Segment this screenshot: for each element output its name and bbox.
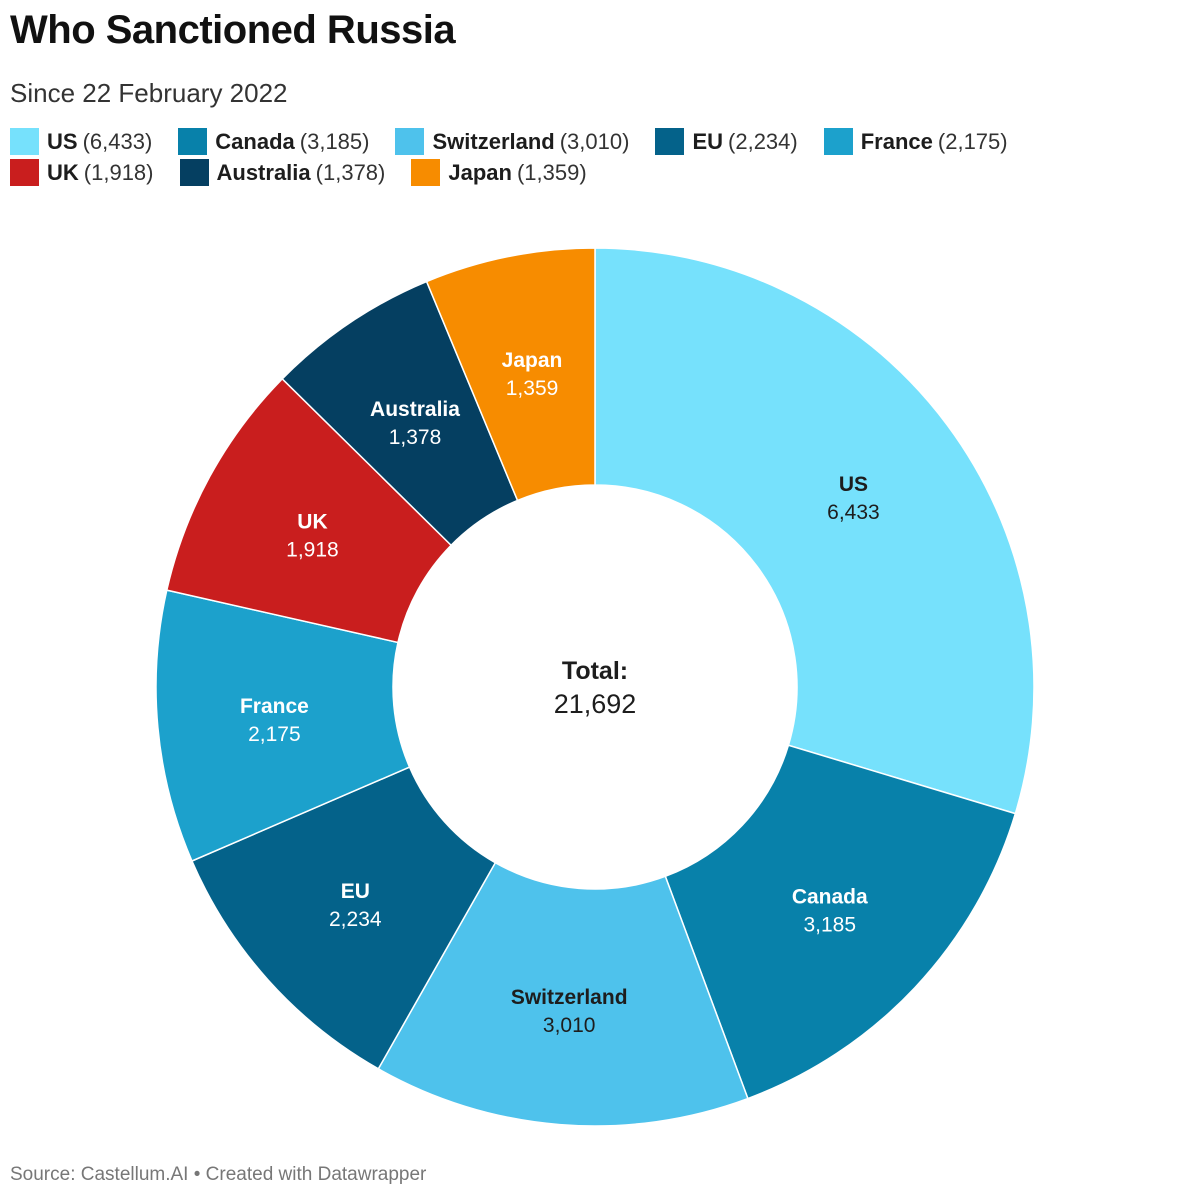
legend-swatch-eu (655, 128, 685, 155)
chart-title: Who Sanctioned Russia (10, 8, 456, 52)
legend-item-france: France (2,175) (823, 128, 1008, 155)
slice-labels: US 6,433 Canada 3,185 Switzerland 3,010 EU 2,23… (240, 349, 880, 1037)
legend-item-eu: EU (2,234) (655, 128, 798, 155)
legend-value: (1,378) (315, 159, 386, 185)
legend-value: (1,918) (83, 159, 154, 185)
legend-label: US (47, 128, 78, 154)
legend-label: Switzerland (432, 128, 555, 154)
slice-france (155, 589, 411, 862)
legend-swatch-uk (10, 159, 39, 186)
donut-slices (155, 247, 1035, 1127)
legend-value: (1,359) (516, 159, 587, 185)
legend-swatch-canada (178, 128, 208, 155)
slice-label-us: US (839, 473, 868, 496)
slice-eu (190, 766, 497, 1070)
legend-swatch-france (823, 128, 853, 155)
legend-swatch-australia (179, 159, 209, 186)
legend-label: Australia (216, 159, 311, 185)
slice-label-japan: Japan (502, 349, 563, 372)
slice-canada (664, 744, 1017, 1100)
legend-value: (6,433) (82, 128, 153, 154)
slice-value-uk: 1,918 (286, 539, 339, 562)
legend-value: (2,234) (728, 128, 798, 154)
source-note: Source: Castellum.AI • Created with Data… (10, 1164, 427, 1185)
legend-label: France (860, 128, 933, 154)
legend-item-japan: Japan (1,359) (411, 159, 587, 186)
slice-label-australia: Australia (370, 398, 460, 421)
legend-label: UK (47, 159, 79, 185)
donut-chart: US 6,433 Canada 3,185 Switzerland 3,010 EU 2,23… (155, 247, 1035, 1127)
slice-value-japan: 1,359 (506, 377, 559, 400)
slice-value-switzerland: 3,010 (543, 1014, 596, 1037)
slice-japan (425, 247, 596, 502)
legend-item-canada: Canada (3,185) (178, 128, 369, 155)
center-total-label: Total: (562, 657, 628, 685)
legend: US (6,433) Canada (3,185) Switzerland (3… (10, 126, 1180, 188)
slice-value-us: 6,433 (827, 501, 880, 524)
center-total-value: 21,692 (554, 689, 637, 719)
slice-label-eu: EU (341, 880, 370, 903)
slice-label-france: France (240, 695, 309, 718)
slice-label-canada: Canada (792, 885, 868, 908)
legend-label: Canada (215, 128, 295, 154)
legend-item-uk: UK (1,918) (10, 159, 154, 186)
legend-value: (2,175) (937, 128, 1008, 154)
legend-value: (3,010) (559, 128, 630, 154)
legend-row: US (6,433) Canada (3,185) Switzerland (3… (10, 126, 1180, 157)
legend-swatch-us (10, 128, 39, 155)
legend-item-australia: Australia (1,378) (179, 159, 386, 186)
slice-value-eu: 2,234 (329, 908, 382, 931)
legend-label: Japan (448, 159, 512, 185)
slice-value-france: 2,175 (248, 723, 301, 746)
slice-value-australia: 1,378 (389, 426, 442, 449)
legend-value: (3,185) (299, 128, 370, 154)
legend-row: UK (1,918) Australia (1,378) Japan (1,35… (10, 157, 1180, 188)
chart-subtitle: Since 22 February 2022 (10, 78, 288, 108)
slice-value-canada: 3,185 (803, 913, 856, 936)
slice-switzerland (377, 861, 749, 1127)
legend-label: EU (692, 128, 724, 154)
legend-item-us: US (6,433) (10, 128, 152, 155)
legend-swatch-japan (411, 159, 441, 186)
legend-item-switzerland: Switzerland (3,010) (395, 128, 629, 155)
slice-label-uk: UK (297, 511, 327, 534)
legend-swatch-switzerland (395, 128, 425, 155)
slice-label-switzerland: Switzerland (511, 986, 628, 1009)
slice-us (594, 247, 1035, 815)
